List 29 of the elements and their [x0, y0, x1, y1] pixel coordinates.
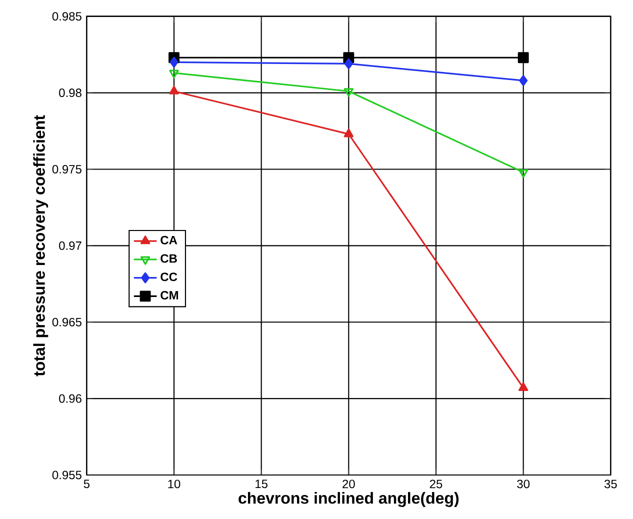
- legend-label: CM: [160, 290, 178, 300]
- x-tick-label: 25: [430, 480, 442, 488]
- point: [170, 56, 178, 68]
- point: [344, 128, 354, 138]
- point: [518, 382, 528, 391]
- y-tick-label: 0.975: [52, 164, 82, 174]
- x-tick-label: 30: [517, 480, 530, 488]
- point: [344, 58, 353, 70]
- y-tick-label: 0.98: [59, 88, 82, 98]
- point: [169, 70, 179, 78]
- y-tick-label: 0.97: [59, 241, 82, 250]
- x-tick-label: 15: [256, 480, 268, 488]
- y-tick-label: 0.985: [52, 12, 82, 21]
- legend-label: CA: [160, 236, 178, 244]
- x-tick-label: 20: [342, 480, 355, 488]
- x-tick-label: 35: [604, 480, 617, 488]
- y-tick-label: 0.96: [59, 394, 82, 403]
- y-tick-label: 0.955: [52, 470, 82, 480]
- point: [519, 75, 528, 86]
- x-tick-label: 10: [168, 480, 180, 488]
- point: [344, 88, 354, 97]
- point: [169, 86, 179, 94]
- y-tick-label: 0.965: [52, 318, 82, 326]
- point: [518, 52, 529, 64]
- x-tick-label: 5: [84, 480, 90, 488]
- y-axis-title: total pressure recovery coefficient: [33, 115, 48, 376]
- x-axis-title: chevrons inclined angle(deg): [238, 492, 459, 508]
- legend-label: CC: [160, 272, 178, 282]
- legend-label: CB: [160, 254, 177, 263]
